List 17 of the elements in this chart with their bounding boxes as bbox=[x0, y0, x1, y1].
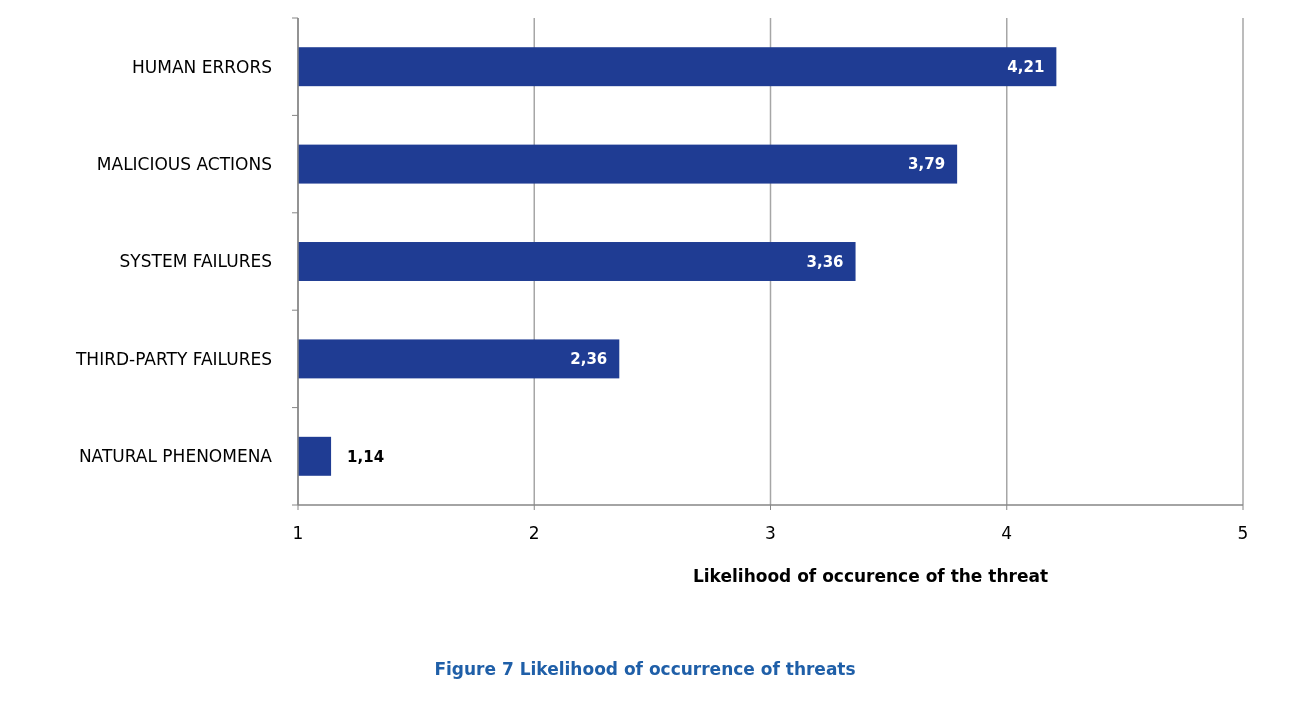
y-tick-label: SYSTEM FAILURES bbox=[119, 251, 272, 272]
data-label: 3,36 bbox=[806, 252, 844, 271]
y-tick-label: NATURAL PHENOMENA bbox=[78, 446, 273, 467]
data-label: 2,36 bbox=[570, 350, 608, 369]
data-label: 3,79 bbox=[908, 155, 946, 174]
y-tick-label: THIRD-PARTY FAILURES bbox=[74, 348, 272, 369]
x-tick-label: 3 bbox=[765, 523, 776, 543]
x-tick-label: 2 bbox=[528, 523, 540, 543]
data-label: 4,21 bbox=[1007, 57, 1045, 76]
data-label: 1,14 bbox=[347, 447, 385, 466]
y-tick-label: HUMAN ERRORS bbox=[132, 56, 272, 77]
x-tick-label: 5 bbox=[1237, 523, 1249, 543]
y-tick-label: MALICIOUS ACTIONS bbox=[96, 154, 272, 175]
caption: Figure 7 Likelihood of occurrence of threats bbox=[434, 659, 856, 679]
x-tick-label: 4 bbox=[1001, 523, 1013, 543]
x-tick-label: 1 bbox=[292, 523, 304, 543]
x-axis-title: Likelihood of occurence of the threat bbox=[692, 566, 1049, 586]
